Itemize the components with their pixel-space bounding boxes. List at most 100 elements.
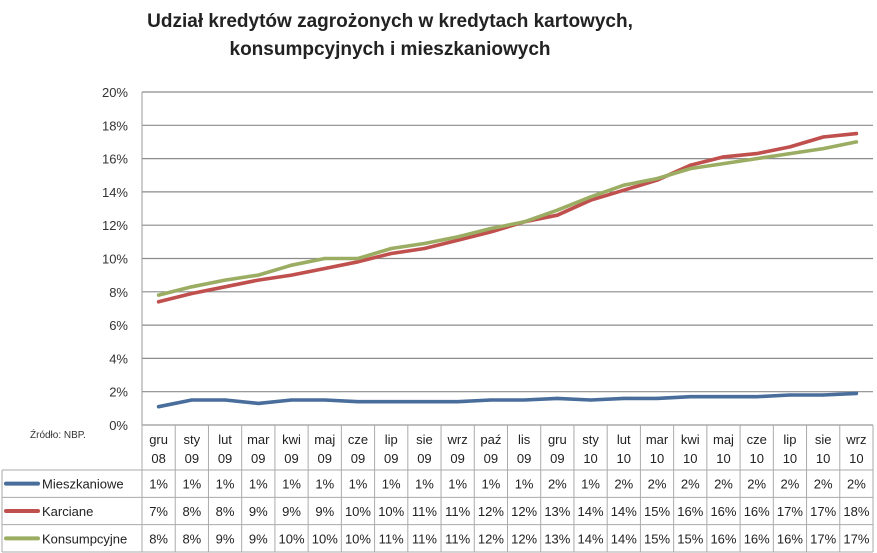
- data-point: [688, 395, 692, 399]
- table-cell-value: 9%: [249, 531, 268, 546]
- x-tick-label-year: 09: [550, 451, 564, 466]
- x-tick-label-year: 10: [849, 451, 863, 466]
- data-point: [688, 163, 692, 167]
- data-point: [489, 226, 493, 231]
- table-cell-value: 16%: [777, 531, 803, 546]
- x-tick-label-month: mar: [247, 432, 270, 447]
- table-cell-value: 16%: [710, 504, 736, 519]
- table-cell-value: 16%: [710, 531, 736, 546]
- data-point: [190, 291, 194, 296]
- x-tick-label-month: sie: [815, 432, 832, 447]
- table-cell-value: 17%: [843, 531, 869, 546]
- table-cell-value: 8%: [149, 531, 168, 546]
- x-tick-label-month: lut: [218, 432, 232, 447]
- table-cell-value: 12%: [511, 531, 537, 546]
- table-cell-value: 1%: [415, 477, 434, 492]
- data-point: [223, 278, 227, 282]
- legend-entry: Karciane: [42, 504, 93, 519]
- table-cell-value: 10%: [378, 504, 404, 519]
- table-cell-value: 1%: [448, 477, 467, 492]
- table-cell-value: 16%: [744, 531, 770, 546]
- chart-title-line-2: konsumpcyjnych i mieszkaniowych: [229, 39, 551, 60]
- x-tick-label-month: sty: [184, 432, 201, 447]
- y-tick-label: 0%: [109, 418, 128, 433]
- y-tick-label: 18%: [102, 118, 128, 133]
- data-point: [389, 246, 393, 251]
- data-point: [323, 266, 327, 271]
- data-point: [422, 400, 427, 404]
- x-tick-label-month: sty: [582, 432, 599, 447]
- data-point: [422, 246, 427, 251]
- x-tick-label-month: maj: [713, 432, 734, 447]
- table-cell-value: 17%: [777, 504, 803, 519]
- data-point: [854, 132, 858, 136]
- table-cell-value: 10%: [345, 504, 371, 519]
- data-point: [489, 398, 493, 402]
- x-tick-label-month: lip: [385, 432, 398, 447]
- x-tick-label-year: 09: [417, 451, 431, 466]
- table-cell-value: 14%: [611, 531, 637, 546]
- table-cell-value: 10%: [279, 531, 305, 546]
- data-point: [788, 145, 792, 149]
- data-point: [788, 393, 792, 397]
- data-point: [356, 260, 360, 264]
- data-point: [223, 398, 227, 402]
- x-tick-label-month: wrz: [447, 432, 468, 447]
- data-point: [555, 213, 559, 217]
- data-point: [389, 251, 393, 256]
- data-point: [821, 135, 825, 139]
- chart-title: Udział kredytów zagrożonych w kredytach …: [0, 8, 780, 64]
- x-tick-label-month: wrz: [845, 432, 866, 447]
- table-cell-value: 2%: [814, 477, 833, 492]
- x-tick-label-year: 09: [185, 451, 199, 466]
- data-point: [788, 152, 792, 156]
- table-cell-value: 11%: [412, 531, 437, 546]
- data-point: [256, 278, 260, 282]
- x-tick-label-year: 09: [218, 451, 232, 466]
- table-cell-value: 2%: [747, 477, 766, 492]
- table-cell-value: 1%: [481, 477, 500, 492]
- x-tick-label-month: gru: [149, 432, 168, 447]
- data-point: [655, 396, 659, 400]
- x-tick-label-year: 09: [484, 451, 498, 466]
- table-cell-value: 1%: [349, 477, 368, 492]
- data-point: [190, 285, 194, 289]
- x-tick-label-month: cze: [348, 432, 368, 447]
- table-cell-value: 11%: [412, 504, 437, 519]
- table-cell-value: 2%: [681, 477, 700, 492]
- table-cell-value: 11%: [379, 531, 404, 546]
- y-tick-label: 10%: [102, 252, 128, 267]
- x-tick-label-year: 10: [716, 451, 730, 466]
- table-cell-value: 10%: [345, 531, 371, 546]
- data-point: [622, 396, 626, 400]
- y-tick-label: 16%: [102, 152, 128, 167]
- table-cell-value: 1%: [515, 477, 534, 492]
- y-tick-label: 6%: [109, 318, 128, 333]
- x-tick-label-year: 10: [749, 451, 763, 466]
- table-cell-value: 1%: [149, 477, 168, 492]
- data-point: [655, 176, 659, 181]
- data-point: [289, 273, 294, 277]
- table-cell-value: 16%: [677, 504, 703, 519]
- table-cell-value: 13%: [544, 531, 570, 546]
- table-cell-value: 8%: [182, 531, 201, 546]
- series-lines: [156, 131, 859, 409]
- data-point: [190, 398, 194, 402]
- table-cell-value: 18%: [843, 504, 869, 519]
- table-cell-value: 15%: [644, 504, 670, 519]
- table-cell-value: 8%: [216, 504, 235, 519]
- data-point: [256, 273, 260, 277]
- data-point: [555, 208, 559, 212]
- data-point: [588, 198, 593, 202]
- data-point: [755, 395, 759, 399]
- data-point: [489, 230, 493, 234]
- table-cell-value: 9%: [315, 504, 334, 519]
- table-cell-value: 2%: [648, 477, 667, 492]
- table-cell-value: 1%: [282, 477, 301, 492]
- x-tick-label-year: 09: [251, 451, 265, 466]
- table-cell-value: 12%: [478, 531, 504, 546]
- x-tick-label-month: lis: [518, 432, 531, 447]
- data-point: [755, 152, 759, 156]
- x-tick-label-year: 10: [816, 451, 830, 466]
- table-cell-value: 11%: [445, 504, 470, 519]
